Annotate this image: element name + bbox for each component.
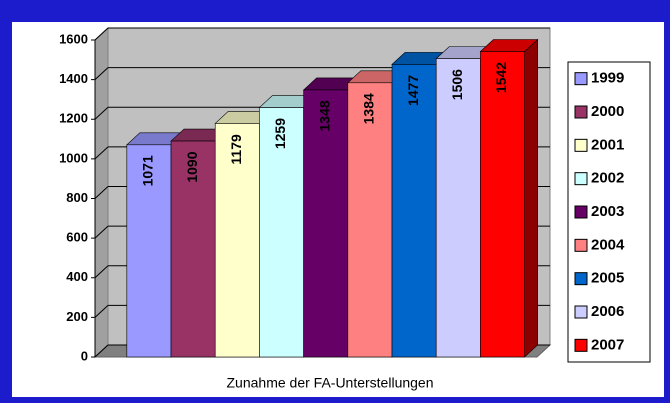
- legend-swatch: [574, 205, 588, 219]
- grid-line: [94, 67, 109, 80]
- y-tick-label: 1200: [59, 111, 88, 126]
- data-label: 1384: [361, 93, 377, 124]
- legend-swatch: [574, 305, 588, 319]
- bar: [126, 144, 172, 358]
- y-tick-label: 400: [66, 269, 88, 284]
- data-label: 1477: [405, 75, 421, 106]
- bar-side: [524, 38, 538, 358]
- data-label: 1090: [184, 151, 200, 182]
- data-label: 1348: [316, 100, 332, 131]
- y-tick-label: 1000: [59, 150, 88, 165]
- grid-line: [94, 146, 109, 160]
- legend-swatch: [574, 105, 588, 119]
- grid-line: [94, 106, 109, 120]
- legend-swatch: [574, 172, 588, 186]
- legend-label: 2005: [591, 270, 624, 287]
- legend-label: 1999: [591, 70, 624, 87]
- data-label: 1506: [449, 69, 465, 100]
- bar: [170, 140, 216, 358]
- bar: [480, 51, 525, 358]
- bar: [391, 64, 437, 358]
- x-axis-label: Zunahme der FA-Unterstellungen: [227, 375, 434, 391]
- legend-swatch: [574, 238, 588, 252]
- bar: [303, 89, 349, 358]
- legend-swatch: [574, 272, 588, 286]
- y-tick-label: 800: [66, 190, 88, 205]
- y-tick-label: 600: [66, 230, 88, 245]
- legend-label: 2003: [591, 203, 624, 220]
- data-label: 1179: [228, 134, 244, 165]
- data-label: 1542: [493, 62, 509, 93]
- data-label: 1071: [140, 155, 156, 186]
- grid-line: [94, 265, 109, 279]
- legend-label: 2002: [591, 170, 624, 187]
- y-tick-label: 1400: [59, 71, 88, 86]
- legend-label: 2006: [591, 303, 624, 320]
- bar: [347, 82, 393, 358]
- y-tick-label: 1600: [59, 31, 88, 46]
- grid-line: [94, 225, 109, 239]
- legend-label: 2007: [591, 336, 624, 353]
- legend-label: 2001: [591, 136, 624, 153]
- legend-swatch: [574, 72, 588, 86]
- bar: [259, 107, 304, 358]
- y-tick-label: 200: [66, 309, 88, 324]
- legend-swatch: [574, 338, 588, 352]
- grid-line: [94, 27, 109, 41]
- y-tick-label: 0: [81, 348, 88, 363]
- legend-label: 2004: [591, 236, 625, 253]
- grid-line: [94, 186, 109, 199]
- legend-label: 2000: [591, 103, 624, 120]
- data-label: 1259: [272, 118, 288, 149]
- grid-line: [94, 344, 109, 358]
- grid-line: [94, 305, 109, 318]
- bar: [435, 58, 481, 358]
- legend-swatch: [574, 138, 588, 152]
